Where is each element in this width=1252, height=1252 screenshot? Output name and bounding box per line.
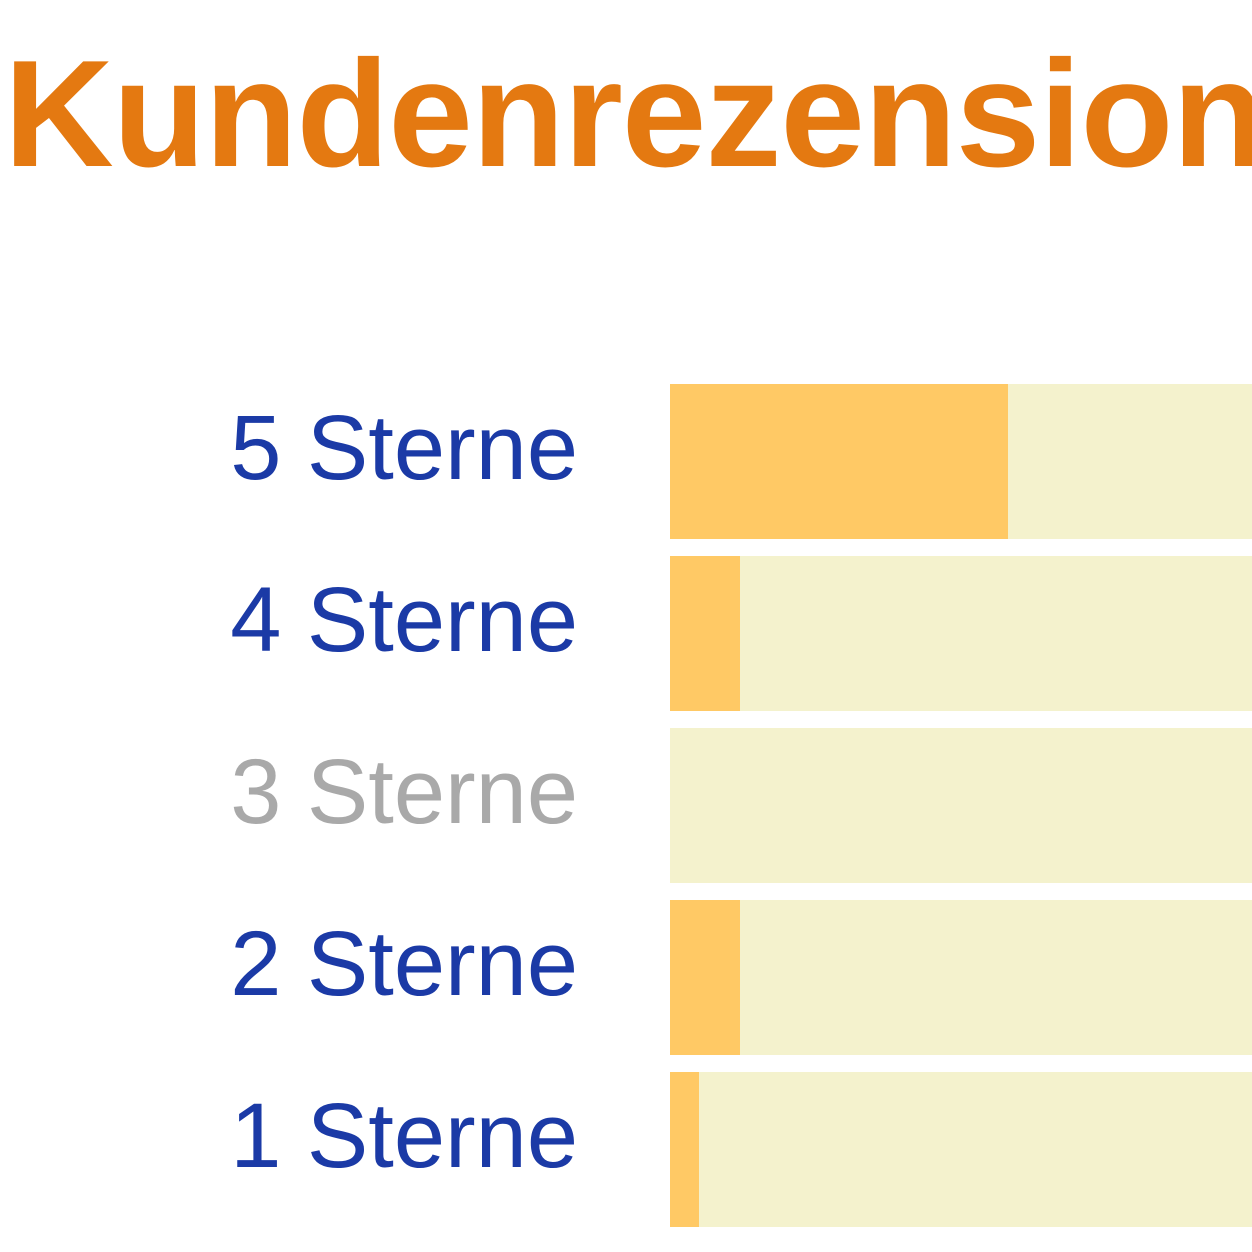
rating-bar-1-stars[interactable] — [670, 1072, 1252, 1227]
rating-row-2-stars: 2 Sterne — [0, 900, 1252, 1055]
rating-row-1-stars: 1 Sterne — [0, 1072, 1252, 1227]
rating-bar-3-stars — [670, 728, 1252, 883]
rating-row-3-stars: 3 Sterne — [0, 728, 1252, 883]
rating-bar-5-stars[interactable] — [670, 384, 1252, 539]
rating-row-4-stars: 4 Sterne — [0, 556, 1252, 711]
rating-label-5-stars[interactable]: 5 Sterne — [230, 397, 578, 499]
rating-bar-2-stars[interactable] — [670, 900, 1252, 1055]
rating-bar-fill-1-stars — [670, 1072, 700, 1227]
rating-histogram: 5 Sterne 4 Sterne 3 Sterne 2 Sterne 1 St… — [0, 384, 1252, 1244]
rating-bar-fill-5-stars — [670, 384, 1008, 539]
page-title: Kundenrezension — [4, 29, 1252, 199]
rating-label-4-stars[interactable]: 4 Sterne — [230, 569, 578, 671]
rating-bar-4-stars[interactable] — [670, 556, 1252, 711]
rating-bar-fill-4-stars — [670, 556, 740, 711]
rating-label-3-stars: 3 Sterne — [230, 741, 578, 843]
rating-label-1-stars[interactable]: 1 Sterne — [230, 1085, 578, 1187]
rating-bar-fill-2-stars — [670, 900, 740, 1055]
rating-row-5-stars: 5 Sterne — [0, 384, 1252, 539]
rating-label-2-stars[interactable]: 2 Sterne — [230, 913, 578, 1015]
